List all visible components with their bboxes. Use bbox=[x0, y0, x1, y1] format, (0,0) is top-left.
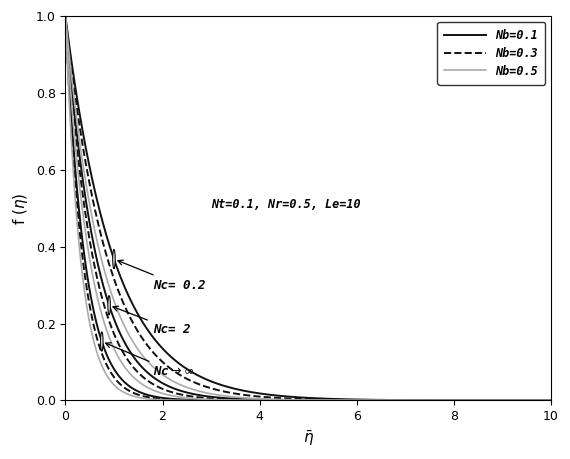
Circle shape bbox=[108, 296, 111, 315]
Circle shape bbox=[100, 332, 103, 351]
Y-axis label: f ($\eta$): f ($\eta$) bbox=[11, 192, 30, 224]
Text: Nc$\rightarrow\infty$: Nc$\rightarrow\infty$ bbox=[105, 343, 194, 378]
Legend: Nb=0.1, Nb=0.3, Nb=0.5: Nb=0.1, Nb=0.3, Nb=0.5 bbox=[437, 22, 545, 84]
Text: Nc= 0.2: Nc= 0.2 bbox=[118, 260, 205, 291]
X-axis label: $\bar{\eta}$: $\bar{\eta}$ bbox=[303, 429, 314, 448]
Circle shape bbox=[113, 250, 115, 269]
Text: Nc= 2: Nc= 2 bbox=[113, 306, 190, 336]
Text: Nt=0.1, Nr=0.5, Le=10: Nt=0.1, Nr=0.5, Le=10 bbox=[211, 198, 361, 211]
